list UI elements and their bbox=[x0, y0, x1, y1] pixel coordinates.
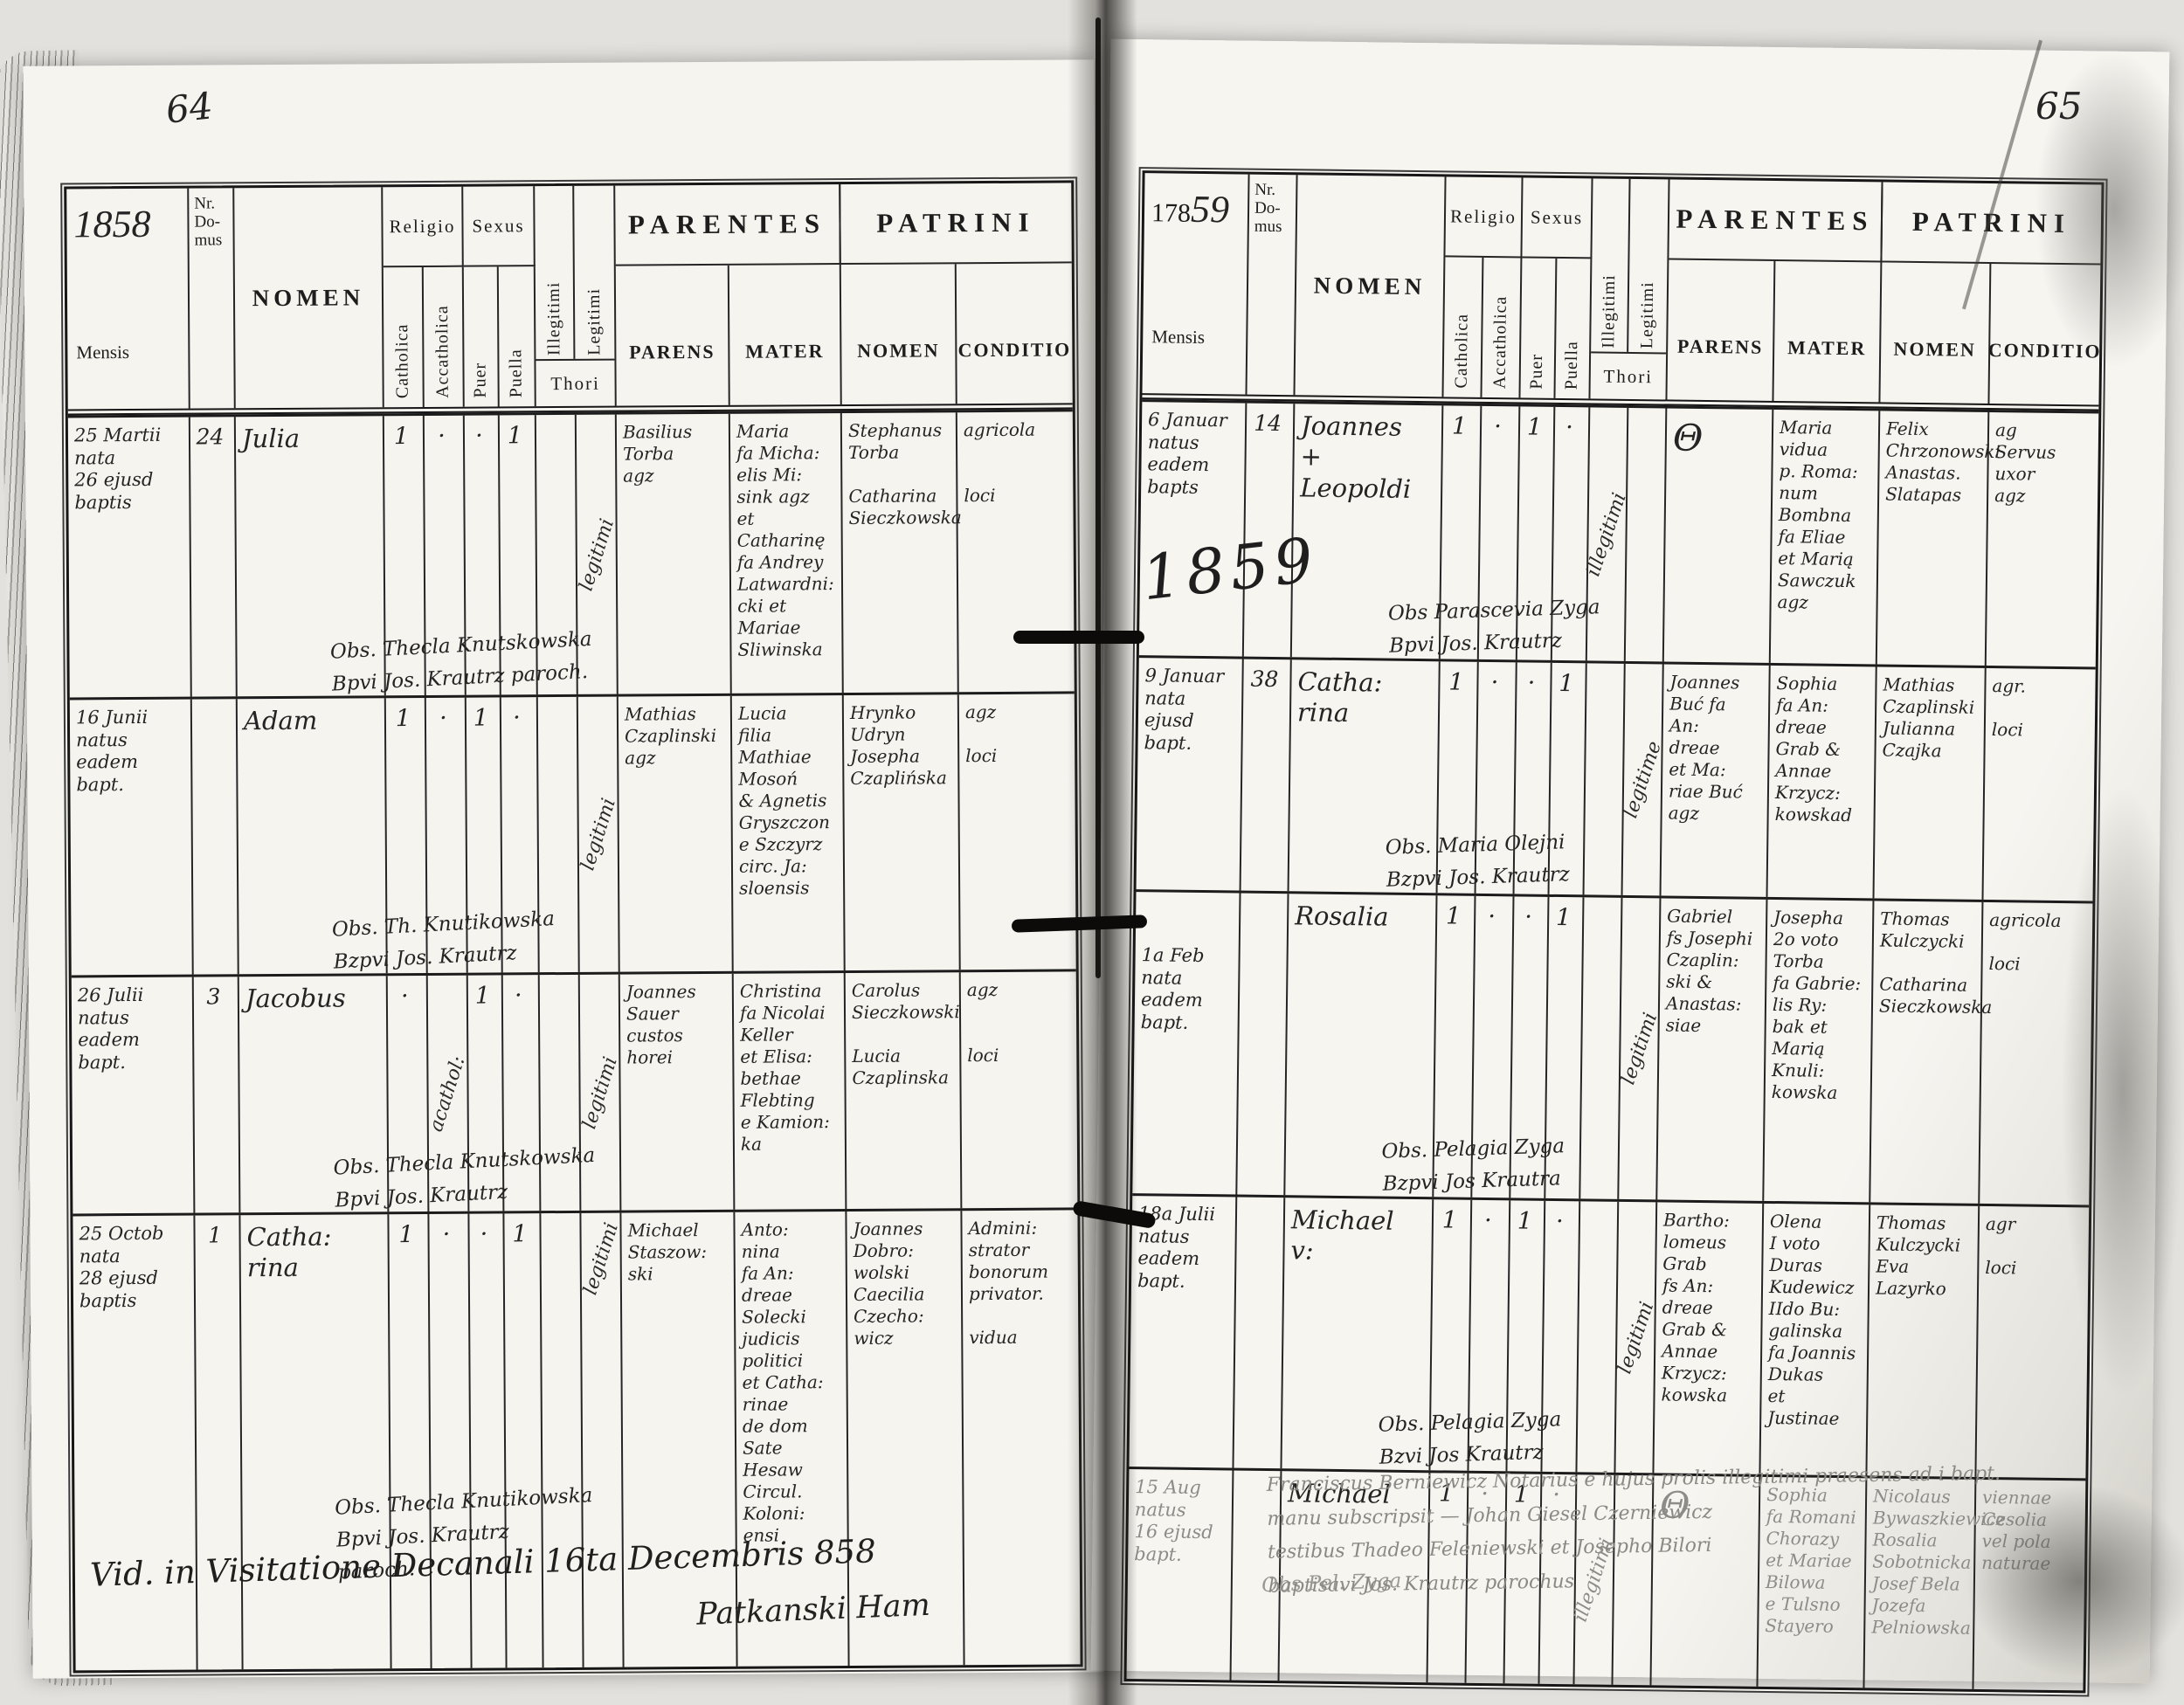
record-row: 9 Januar nata ejusd bapt. 38 Catha: rina… bbox=[1136, 655, 2096, 901]
binding-stitch bbox=[1013, 631, 1144, 644]
header-illegitimi-cell: Illegitimi bbox=[535, 185, 576, 360]
book-fold-line bbox=[1095, 17, 1101, 978]
page-smudge bbox=[2035, 52, 2184, 367]
header-puer-cell: Puer bbox=[1520, 258, 1558, 398]
header-mensis-cell: 1858 Mensis bbox=[66, 188, 190, 410]
header-mater: MATER bbox=[1773, 260, 1883, 403]
record-mensis: 1a Feb nata eadem bapt. bbox=[1132, 892, 1241, 1195]
record-mensis: 9 Januar nata ejusd bapt. bbox=[1136, 658, 1244, 891]
header-catholica-cell: Catholica bbox=[383, 266, 425, 408]
header-patrini-nomen: NOMEN bbox=[1880, 262, 1992, 404]
record-nomen: Catha: rina bbox=[240, 1214, 392, 1670]
header-legitimi: Legitimi bbox=[1636, 281, 1657, 349]
record-nr-domus bbox=[1234, 1197, 1286, 1469]
header-puella-cell: Puella bbox=[1555, 258, 1593, 399]
header-mater: MATER bbox=[729, 265, 842, 405]
marginal-baptism-note: Franciscus Berniewicz Notarius e hujus p… bbox=[1266, 1462, 2001, 1598]
year-handwritten: 59 bbox=[1190, 187, 1230, 231]
page-smudge bbox=[2062, 786, 2184, 1398]
year-printed: 178 bbox=[1151, 198, 1192, 228]
record-mensis: 25 Octob nata 28 ejusd baptis bbox=[73, 1215, 198, 1671]
header-puer-cell: Puer bbox=[463, 266, 500, 407]
header-mensis-label: Mensis bbox=[76, 342, 130, 363]
record-nr-domus: 38 bbox=[1241, 659, 1292, 892]
header-illegitimi: Illegitimi bbox=[543, 281, 563, 356]
header-thori: Thori bbox=[536, 358, 615, 407]
record-nr-domus: 1 bbox=[195, 1215, 244, 1670]
page-left: 1858 Mensis Nr. Do- mus NOMEN Religio Ca… bbox=[23, 59, 1104, 1679]
record-row: 1a Feb nata eadem bapt. Rosalia 1 · · 1 … bbox=[1132, 889, 2093, 1205]
header-acatholica-cell: Accatholica bbox=[1482, 257, 1523, 398]
record-nr-domus bbox=[191, 699, 239, 975]
page-number-left: 64 bbox=[163, 84, 215, 132]
record-catholica-mark: 1 bbox=[389, 1213, 432, 1669]
record-row: 6 Januar natus eadem bapts 14 Joannes + … bbox=[1138, 399, 2099, 667]
record-row: 18a Julii natus eadem bapt. Michael v: 1… bbox=[1129, 1193, 2090, 1479]
header-puer: Puer bbox=[470, 362, 490, 398]
header-nr-domus: Nr. Do- mus bbox=[189, 188, 236, 409]
header-puella: Puella bbox=[1561, 341, 1582, 390]
record-puella-mark: 1 bbox=[504, 1213, 544, 1668]
header-acatholica-cell: Accatholica bbox=[423, 266, 465, 407]
header-thori-group: Illegitimi Legitimi Thori bbox=[1590, 178, 1670, 400]
header-catholica-cell: Catholica bbox=[1443, 257, 1484, 397]
record-mensis: 16 Junii natus eadem bapt. bbox=[69, 699, 194, 976]
header-sexus: Sexus bbox=[1522, 177, 1593, 259]
header-legitimi-cell: Legitimi bbox=[1628, 179, 1668, 353]
page-number-right: 65 bbox=[2035, 85, 2083, 128]
header-illegitimi: Illegitimi bbox=[1598, 274, 1619, 349]
header-thori-group: Illegitimi Legitimi Thori bbox=[535, 185, 617, 407]
record-nr-domus bbox=[1237, 893, 1289, 1196]
record-nr-domus: 24 bbox=[190, 417, 238, 697]
record-mensis: 26 Julii natus eadem bapt. bbox=[71, 977, 196, 1214]
record-conditio: Admini: strator bonorum privator. vidua bbox=[968, 1217, 1049, 1349]
header-catholica: Catholica bbox=[1451, 313, 1472, 389]
header-puer: Puer bbox=[1526, 353, 1547, 390]
record-puer-mark: · bbox=[469, 1213, 508, 1668]
page-right: 17859 Mensis Nr. Do- mus NOMEN Religio C… bbox=[1090, 38, 2170, 1694]
record-row: 25 Martii nata 26 ejusd baptis 24 Julia … bbox=[67, 409, 1075, 698]
header-nomen: NOMEN bbox=[234, 187, 384, 409]
header-thori: Thori bbox=[1590, 351, 1667, 400]
header-religio: Religio bbox=[383, 186, 464, 268]
year-handwritten: 1858 bbox=[73, 202, 151, 246]
header-acatholica: Accatholica bbox=[1489, 295, 1510, 390]
record-mensis: 15 Aug natus 16 ejusd bapt. bbox=[1126, 1469, 1234, 1681]
record-nr-domus: 3 bbox=[193, 977, 241, 1213]
header-catholica: Catholica bbox=[392, 323, 412, 399]
header-puella-cell: Puella bbox=[498, 266, 536, 407]
record-thori-legitimi: legitimi bbox=[579, 1212, 625, 1667]
header-legitimi: Legitimi bbox=[584, 287, 604, 355]
page-smudge bbox=[1966, 1485, 2184, 1677]
header-puella: Puella bbox=[506, 349, 526, 398]
header-conditio: CONDITIO bbox=[957, 338, 1072, 362]
header-parens: PARENS bbox=[615, 265, 730, 406]
header-mensis-label: Mensis bbox=[1151, 326, 1206, 349]
header-sexus: Sexus bbox=[463, 186, 536, 267]
header-parentes: PARENTES bbox=[615, 184, 841, 266]
header-parens: PARENS bbox=[1667, 259, 1776, 401]
header-acatholica: Accatholica bbox=[432, 305, 453, 398]
header-patrini-nomen: NOMEN bbox=[840, 264, 957, 405]
header-legitimi-cell: Legitimi bbox=[574, 186, 614, 359]
record-row: 16 Junii natus eadem bapt. Adam 1 · 1 · … bbox=[69, 691, 1076, 976]
record-acatholica-mark: · bbox=[429, 1213, 473, 1668]
table-header-right: 17859 Mensis Nr. Do- mus NOMEN Religio C… bbox=[1142, 173, 2102, 411]
record-mensis: 25 Martii nata 26 ejusd baptis bbox=[67, 417, 192, 698]
table-header-left: 1858 Mensis Nr. Do- mus NOMEN Religio Ca… bbox=[66, 183, 1073, 416]
header-parentes: PARENTES bbox=[1669, 179, 1883, 263]
book-gutter-shadow bbox=[1068, 0, 1141, 1705]
record-row: 26 Julii natus eadem bapt. 3 Jacobus · a… bbox=[71, 969, 1078, 1214]
record-mensis: 6 Januar natus eadem bapts bbox=[1138, 402, 1248, 657]
record-thori-illegitimi bbox=[541, 1212, 584, 1668]
header-patrini: PATRINI bbox=[839, 183, 1072, 266]
header-illegitimi-cell: Illegitimi bbox=[1591, 178, 1631, 352]
record-mensis: 18a Julii natus eadem bapt. bbox=[1129, 1196, 1238, 1468]
header-religio: Religio bbox=[1445, 176, 1524, 259]
header-nomen: NOMEN bbox=[1295, 175, 1447, 397]
header-mensis-cell: 17859 Mensis bbox=[1142, 173, 1250, 395]
header-nr-domus: Nr. Do- mus bbox=[1247, 174, 1298, 396]
register-table-left: 1858 Mensis Nr. Do- mus NOMEN Religio Ca… bbox=[64, 180, 1083, 1674]
